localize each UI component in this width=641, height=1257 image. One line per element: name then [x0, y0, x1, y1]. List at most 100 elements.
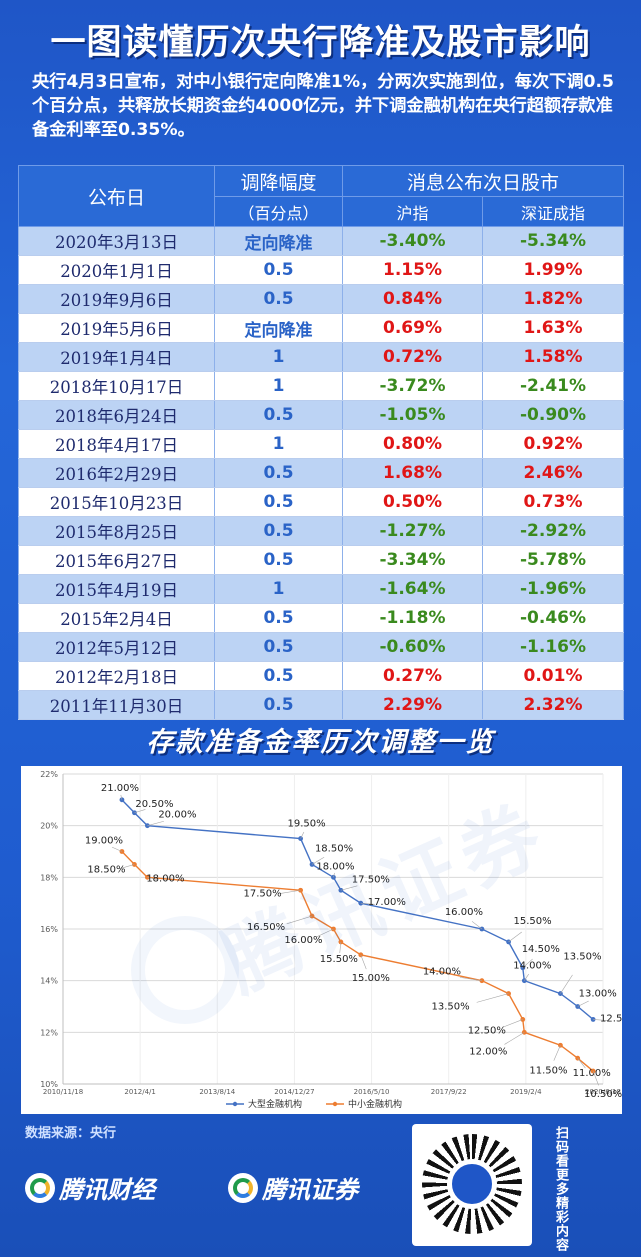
data-point: [558, 991, 563, 996]
label-leader: [553, 1045, 561, 1061]
chart-title: 存款准备金率历次调整一览: [146, 727, 495, 758]
sz-change-cell: 2.46%: [481, 458, 625, 488]
sz-change-cell: 1.63%: [481, 313, 625, 343]
date-cell: 2011年11月30日: [18, 690, 215, 720]
cut-cell: 0.5: [214, 400, 343, 430]
data-label: 11.50%: [529, 1065, 567, 1076]
intro-text: 央行4月3日宣布，对中小银行定向降准1%，分两次实施到位，每次下调0.5个百分点…: [32, 72, 614, 140]
sz-change-cell: 1.58%: [481, 342, 625, 372]
table-row: 2018年6月24日 0.5 -1.05% -0.90%: [18, 400, 625, 430]
rrr-line-chart: 腾讯证券 10% 12% 14% 16% 18% 20% 22% 2010/11/18 2012…: [21, 766, 622, 1114]
label-leader: [279, 889, 301, 894]
x-tick-label: 2010/11/18: [43, 1088, 83, 1096]
label-leader: [134, 809, 146, 814]
y-tick-label: 18%: [40, 873, 58, 882]
cut-cell: 0.5: [214, 690, 343, 720]
data-label: 12.50%: [600, 1013, 622, 1024]
cut-cell: 0.5: [214, 545, 343, 575]
sz-change-cell: 2.32%: [481, 690, 625, 720]
data-label: 14.00%: [513, 961, 551, 972]
label-leader: [502, 1019, 523, 1028]
sh-change-cell: 2.29%: [342, 690, 483, 720]
date-cell: 2019年9月6日: [18, 284, 215, 314]
x-tick-label: 2014/12/27: [274, 1088, 314, 1096]
y-tick-label: 12%: [40, 1028, 58, 1037]
label-leader: [147, 820, 164, 826]
sh-change-cell: 1.15%: [342, 255, 483, 285]
col-header-sh: 沪指: [342, 196, 483, 227]
sh-change-cell: -1.64%: [342, 574, 483, 604]
tencent-logo-icon: [25, 1172, 55, 1203]
sz-change-cell: 1.82%: [481, 284, 625, 314]
label-leader: [120, 794, 123, 800]
legend-marker: [232, 1101, 238, 1107]
legend-label: 中小金融机构: [348, 1098, 402, 1110]
label-leader: [111, 846, 123, 852]
table-row: 2018年10月17日 1 -3.72% -2.41%: [18, 371, 625, 401]
y-tick-label: 22%: [40, 770, 58, 779]
cut-cell: 0.5: [214, 458, 343, 488]
col-header-cut-unit: （百分点）: [214, 196, 343, 227]
sz-change-cell: 0.92%: [481, 429, 625, 459]
cut-cell: 0.5: [214, 487, 343, 517]
y-tick-label: 10%: [40, 1080, 58, 1089]
date-cell: 2015年2月4日: [18, 603, 215, 633]
data-point: [119, 797, 125, 803]
table-row: 2012年2月18日 0.5 0.27% 0.01%: [18, 661, 625, 691]
date-cell: 2012年2月18日: [18, 661, 215, 691]
data-label: 17.00%: [368, 897, 406, 908]
date-cell: 2016年2月29日: [18, 458, 215, 488]
table-row: 2019年1月4日 1 0.72% 1.58%: [18, 342, 625, 372]
date-cell: 2015年8月25日: [18, 516, 215, 546]
col-header-sz: 深证成指: [481, 196, 625, 227]
sh-change-cell: 0.84%: [342, 284, 483, 314]
data-point: [132, 862, 137, 867]
col-header-market: 消息公布次日股市: [341, 165, 625, 197]
data-label: 15.50%: [320, 954, 358, 965]
label-leader: [522, 958, 533, 968]
data-label: 21.00%: [101, 783, 139, 794]
data-label: 12.50%: [468, 1025, 506, 1036]
table-row: 2019年9月6日 0.5 0.84% 1.82%: [18, 284, 625, 314]
label-leader: [593, 1019, 608, 1021]
sh-change-cell: 0.27%: [342, 661, 483, 691]
label-leader: [560, 974, 573, 994]
sh-change-cell: -3.34%: [342, 545, 483, 575]
label-leader: [147, 877, 158, 880]
date-cell: 2015年10月23日: [18, 487, 215, 517]
date-cell: 2020年3月13日: [18, 226, 215, 256]
brand-tencent-finance[interactable]: 腾讯财经: [25, 1170, 155, 1205]
sh-change-cell: -3.40%: [342, 226, 483, 256]
cut-cell: 0.5: [214, 284, 343, 314]
data-label: 10.50%: [584, 1089, 622, 1100]
col-header-cut: 调降幅度: [214, 165, 343, 197]
date-cell: 2012年5月12日: [18, 632, 215, 662]
data-label: 14.00%: [423, 967, 461, 978]
data-label: 18.00%: [146, 873, 184, 884]
data-point: [298, 836, 303, 841]
data-label: 20.00%: [158, 810, 196, 821]
sz-change-cell: 0.01%: [481, 661, 625, 691]
date-cell: 2019年5月6日: [18, 313, 215, 343]
data-point: [331, 874, 336, 880]
date-cell: 2019年1月4日: [18, 342, 215, 372]
label-leader: [471, 921, 483, 930]
label-leader: [504, 1032, 525, 1045]
data-label: 13.00%: [579, 989, 617, 1000]
table-row: 2016年2月29日 0.5 1.68% 2.46%: [18, 458, 625, 488]
x-tick-label: 2017/9/22: [431, 1088, 467, 1096]
table-row: 2015年6月27日 0.5 -3.34% -5.78%: [18, 545, 625, 575]
data-label: 16.50%: [247, 922, 285, 933]
label-leader: [360, 902, 376, 905]
brand-tencent-securities[interactable]: 腾讯证券: [228, 1170, 358, 1205]
table-row: 2019年5月6日 定向降准 0.69% 1.63%: [18, 313, 625, 343]
data-label: 11.00%: [573, 1068, 611, 1079]
data-point: [590, 1017, 596, 1022]
data-label: 15.50%: [514, 916, 552, 927]
sz-change-cell: -0.46%: [481, 603, 625, 633]
qr-logo-icon: [447, 1159, 497, 1209]
qr-code[interactable]: [412, 1124, 532, 1246]
label-leader: [118, 864, 135, 870]
data-point: [521, 1029, 527, 1035]
cut-cell: 1: [214, 371, 343, 401]
